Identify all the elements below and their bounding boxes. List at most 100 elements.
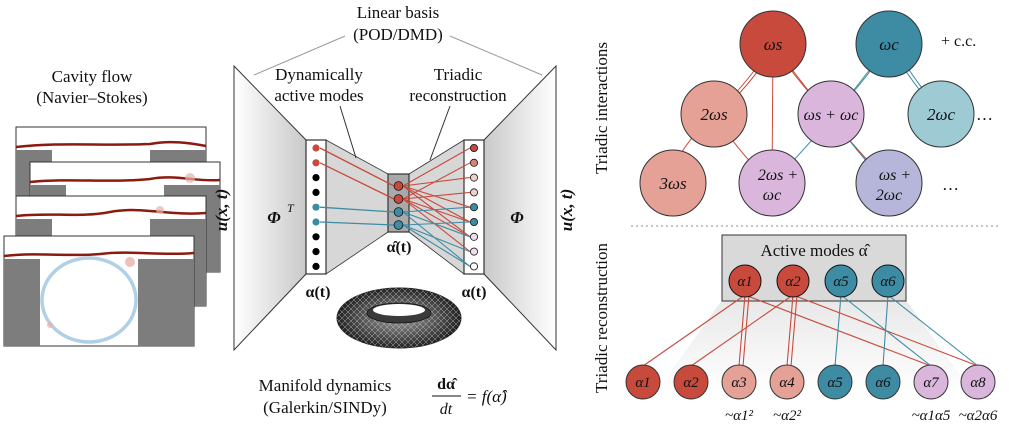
encoder-latent-dot bbox=[312, 188, 320, 196]
reduced-latent-dot bbox=[393, 181, 404, 191]
encoder-latent-dot bbox=[312, 262, 320, 270]
encoder-latent-dot bbox=[312, 248, 320, 256]
interaction-node-circle bbox=[797, 80, 865, 148]
decoder-connection bbox=[402, 185, 471, 223]
decoder-transform-label: Φ bbox=[510, 208, 524, 227]
active-label-pointer bbox=[339, 105, 357, 159]
manifold-line1: Manifold dynamics bbox=[259, 376, 392, 395]
interaction-node-circle bbox=[639, 149, 707, 217]
mode-label: α4 bbox=[779, 375, 795, 391]
decoder-connection bbox=[402, 162, 471, 200]
interaction-node-label: 2ωc bbox=[927, 105, 956, 124]
triadic-reconstruction-side-label: Triadic reconstruction bbox=[592, 243, 611, 393]
decoder-connection bbox=[402, 211, 471, 267]
reconstruction-edge bbox=[742, 294, 750, 367]
reduced-latent-dot bbox=[393, 194, 404, 204]
encoder-latent-dot bbox=[312, 174, 320, 182]
reconstruction-edge bbox=[786, 294, 794, 367]
decoder-connection bbox=[402, 221, 471, 226]
complex-conjugate-label: + c.c. bbox=[941, 33, 976, 50]
decoder-latent-dot bbox=[469, 188, 478, 197]
active-mode-α1: α1 bbox=[728, 264, 762, 298]
reconstructed-mode-circle bbox=[625, 364, 661, 400]
ellipsis-row3: … bbox=[942, 175, 959, 194]
decoder-latent-dot bbox=[469, 232, 478, 241]
active-mode-circle bbox=[728, 264, 762, 298]
phi-transpose-sup: T bbox=[287, 201, 295, 215]
mode-label: α5 bbox=[827, 375, 843, 391]
interaction-node-label: 2ωs + bbox=[758, 167, 798, 184]
encoder-transform-label: Φ T bbox=[267, 201, 295, 227]
encoder-connection bbox=[319, 162, 395, 200]
mode-label: α1 bbox=[635, 375, 650, 391]
encoder-latent-dot bbox=[312, 159, 320, 167]
reconstruction-edge bbox=[887, 294, 979, 367]
approximation-label: ~α2² bbox=[773, 408, 801, 424]
active-mode-circle bbox=[824, 264, 858, 298]
approximation-labels: ~α1² ~α2² ~α1α5 ~α2α6 bbox=[725, 408, 998, 424]
decoder-connection bbox=[402, 177, 471, 187]
decoder-latent-dot bbox=[469, 217, 478, 226]
mode-label: α8 bbox=[970, 375, 986, 391]
reconstructed-mode-circle bbox=[721, 364, 757, 400]
active-mode-α6: α6 bbox=[871, 264, 905, 298]
decoder-connection bbox=[402, 147, 471, 187]
interaction-node-two-omega-s-plus-omega-c: 2ωs + ωc bbox=[738, 149, 806, 217]
reconstructed-mode-α5: α5 bbox=[817, 364, 853, 400]
interaction-node-omega-c: ωc bbox=[855, 10, 923, 78]
active-mode-circle bbox=[871, 264, 905, 298]
reconstructed-mode-circle bbox=[865, 364, 901, 400]
mode-label: α6 bbox=[875, 375, 891, 391]
reconstructed-mode-α1: α1 bbox=[625, 364, 661, 400]
phi-transpose-symbol: Φ bbox=[267, 208, 281, 227]
mode-label: α5 bbox=[833, 274, 849, 290]
interaction-node-label: ωs + bbox=[879, 167, 911, 184]
reconstruction-edge bbox=[882, 294, 889, 367]
decoder-connection bbox=[402, 224, 471, 267]
active-mode-α2: α2 bbox=[776, 264, 810, 298]
interaction-node-label: ωc bbox=[879, 35, 899, 54]
approximation-label: ~α1α5 bbox=[912, 408, 951, 424]
basis-pointer-right bbox=[449, 35, 543, 76]
reconstructed-mode-circle bbox=[817, 364, 853, 400]
decoder-latent-dot bbox=[469, 247, 478, 256]
decoder-latent-dots bbox=[469, 143, 478, 271]
manifold-eq-rhs: = f(α̂) bbox=[466, 387, 508, 406]
reduced-latent-label: α̂(t) bbox=[387, 239, 412, 256]
active-mode-nodes: α1 α2 α5 α6 bbox=[728, 264, 905, 298]
basis-pointer-left bbox=[253, 35, 346, 76]
linear-basis-title: Linear basis (POD/DMD) bbox=[353, 3, 443, 44]
reconstruction-edges bbox=[642, 294, 979, 367]
active-label-line2: active modes bbox=[274, 86, 363, 105]
active-mode-α5: α5 bbox=[824, 264, 858, 298]
triadic-interaction-nodes: ωs ωc 2ωs ωs + ωc 2ωc 3ωs 2ωs + ωc ωs + 2ωc bbox=[639, 10, 975, 217]
interaction-node-two-omega-s: 2ωs bbox=[680, 80, 748, 148]
encoder-connection bbox=[319, 147, 395, 187]
cavity-title-line1: Cavity flow bbox=[52, 67, 133, 86]
encoder-connection bbox=[319, 221, 395, 226]
reconstructed-mode-nodes: α1 α2 α3 α4 α5 α6 α7 α8 bbox=[625, 364, 996, 400]
decoder-connection bbox=[402, 198, 471, 223]
mode-label: α7 bbox=[923, 375, 940, 391]
reconstructed-mode-α6: α6 bbox=[865, 364, 901, 400]
interaction-node-label: 3ωs bbox=[658, 174, 687, 193]
manifold-line2: (Galerkin/SINDy) bbox=[263, 398, 387, 417]
reconstruction-edge bbox=[834, 294, 842, 367]
interaction-node-circle bbox=[739, 10, 807, 78]
manifold-dynamics-caption: Manifold dynamics (Galerkin/SINDy) dα̂ d… bbox=[259, 376, 508, 418]
mode-label: α6 bbox=[880, 274, 896, 290]
triadic-interactions-side-label: Triadic interactions bbox=[592, 42, 611, 174]
reconstructed-mode-α7: α7 bbox=[913, 364, 949, 400]
interaction-node-circle bbox=[680, 80, 748, 148]
interaction-node-circle bbox=[738, 149, 806, 217]
interaction-node-label: ωs + ωc bbox=[804, 107, 859, 124]
cavity-snapshot-stack bbox=[3, 126, 221, 347]
reconstructed-mode-circle bbox=[913, 364, 949, 400]
decoder-connection bbox=[402, 224, 471, 253]
encoder-latent-dot bbox=[312, 233, 320, 241]
mode-label: α2 bbox=[683, 375, 699, 391]
reduced-latent-dot bbox=[393, 207, 404, 217]
dynamically-active-label: Dynamically active modes bbox=[274, 65, 363, 105]
decoder-latent-label: α(t) bbox=[462, 284, 487, 301]
